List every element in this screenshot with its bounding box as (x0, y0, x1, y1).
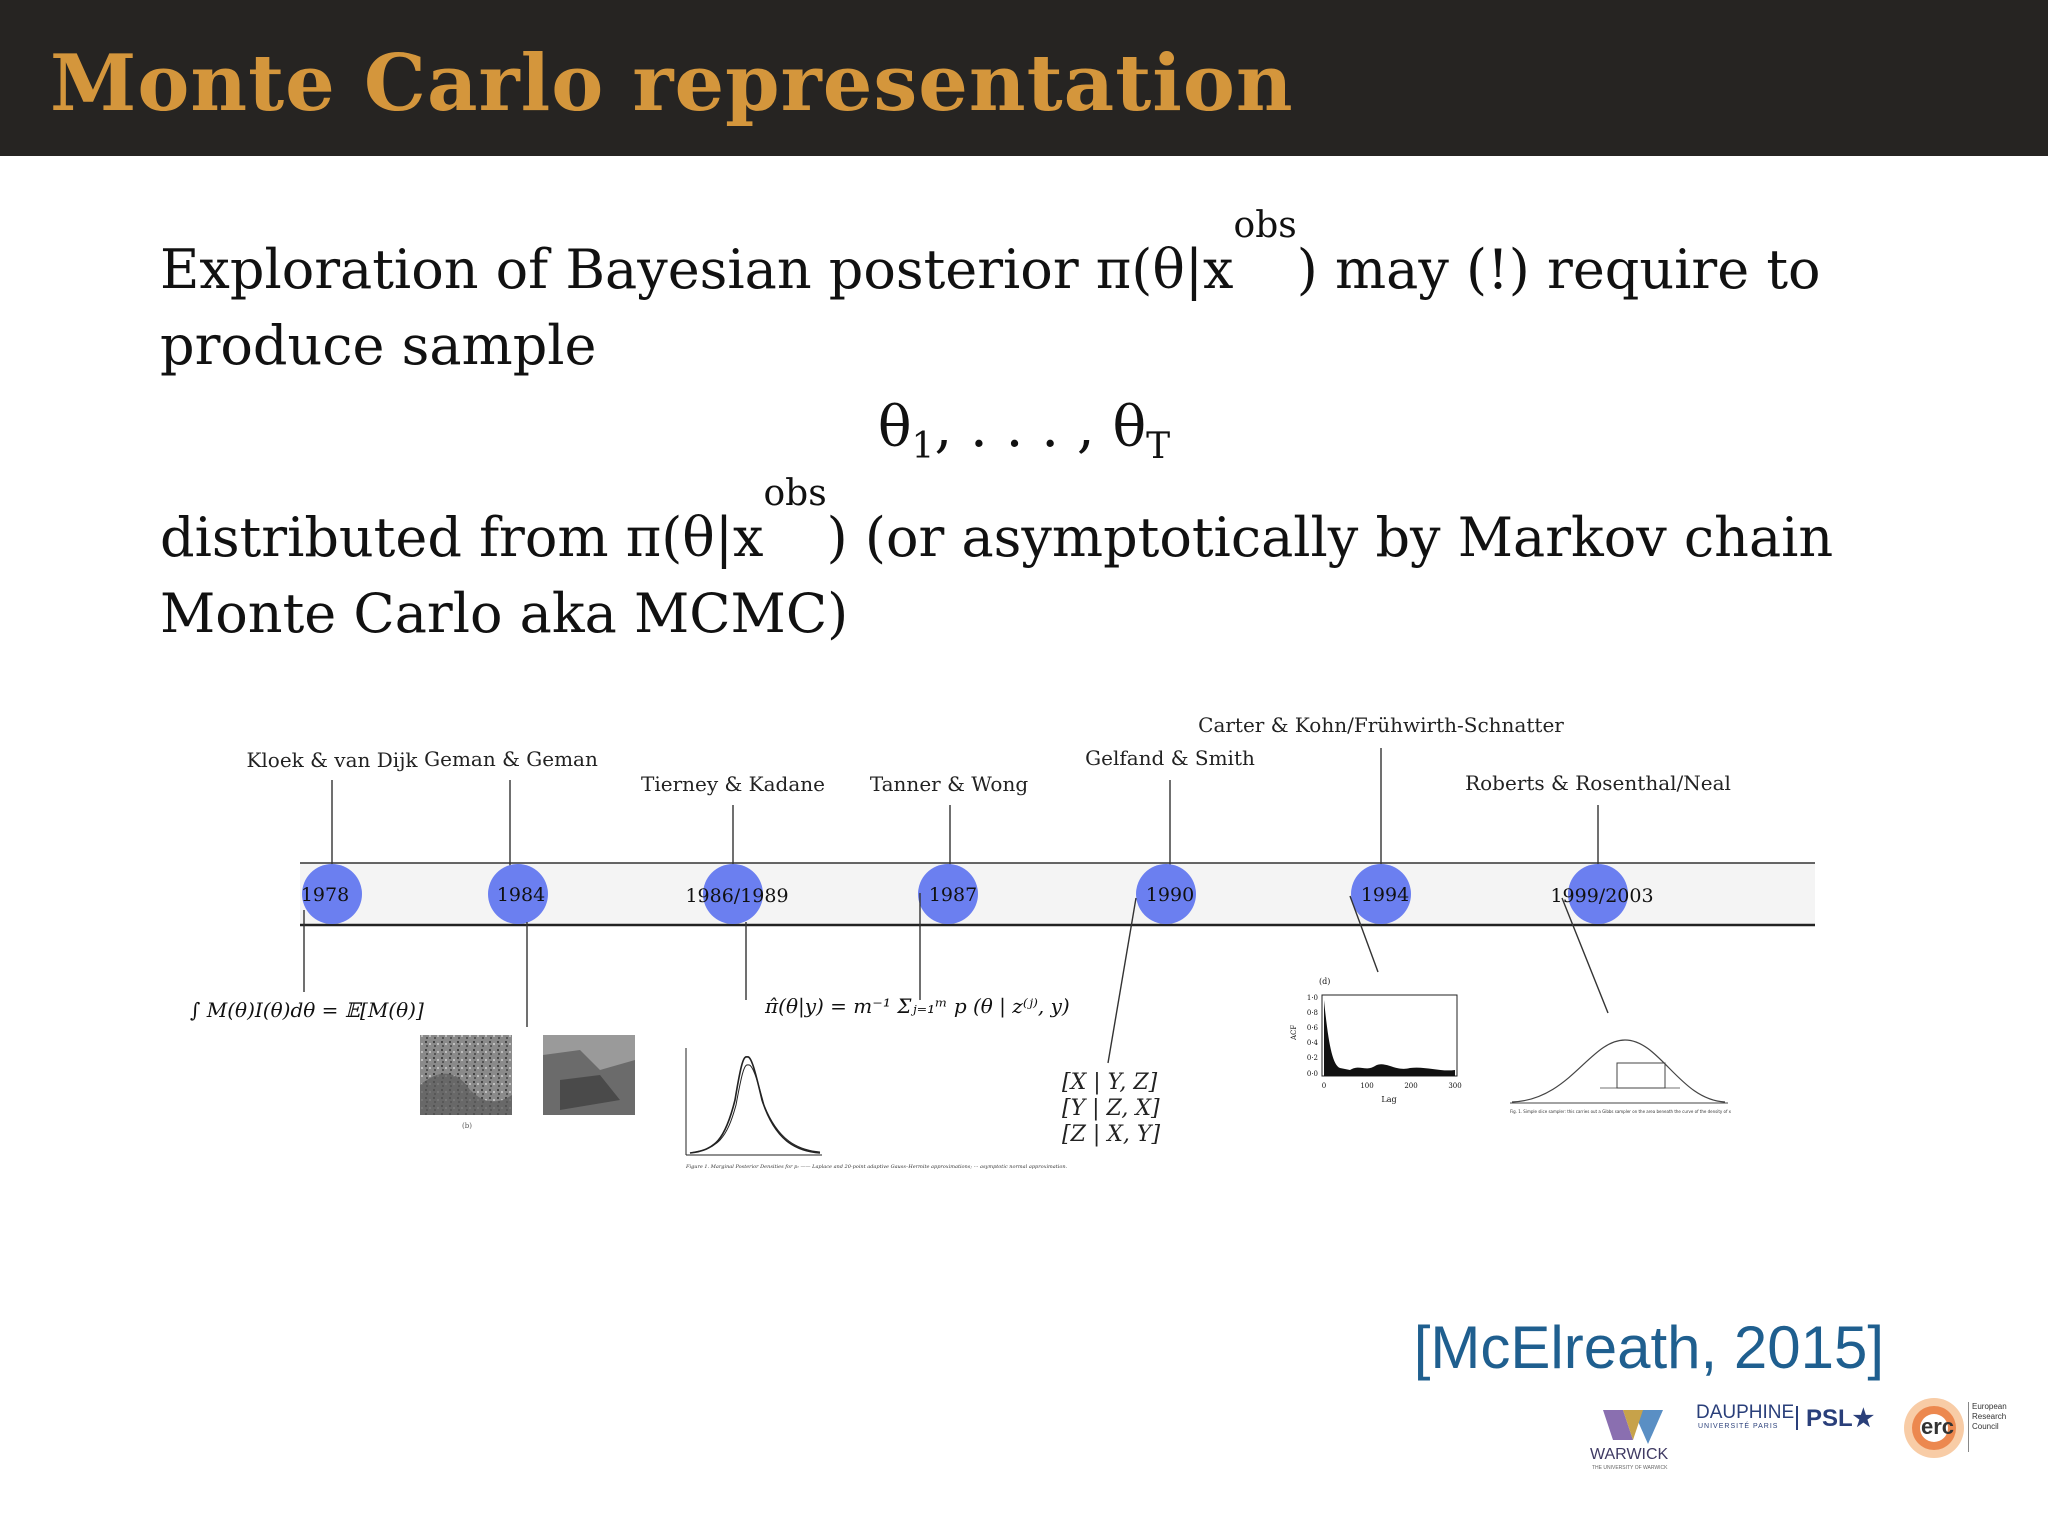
label-kloek-van-dijk: Kloek & van Dijk (246, 748, 418, 772)
thumb-caption-density: Figure 1. Marginal Posterior Densities f… (685, 1164, 1068, 1170)
slice-sampler-thumbnail: Fig. 1. Simple slice sampler: this carri… (1510, 1039, 1732, 1114)
dauphine-subtitle: UNIVERSITÉ PARIS (1698, 1423, 1779, 1430)
label-roberts-rosenthal-neal: Roberts & Rosenthal/Neal (1465, 771, 1731, 795)
acf-ytick: 0·0 (1307, 1070, 1318, 1078)
thumb-caption-b: (b) (462, 1122, 472, 1130)
warwick-subtitle: THE UNIVERSITY OF WARWICK (1592, 1465, 1668, 1471)
formula-data-augmentation: π̂(θ|y) = m⁻¹ Σⱼ₌₁ᵐ p (θ | z⁽ʲ⁾, y) (765, 994, 1070, 1018)
erc-starburst-icon (1904, 1398, 1964, 1458)
node-1978 (302, 864, 362, 924)
paragraph-posterior: Exploration of Bayesian posterior π(θ|xo… (160, 208, 1880, 384)
node-1984 (488, 864, 548, 924)
warwick-emblem-icon (1603, 1410, 1663, 1444)
title-bar: Monte Carlo representation (0, 0, 2048, 156)
year-1978: 1978 (301, 884, 349, 906)
acf-ytick: 0·8 (1307, 1009, 1318, 1017)
year-1987: 1987 (929, 884, 977, 906)
erc-line: Research (1972, 1412, 2007, 1421)
erc-line: European (1972, 1402, 2007, 1411)
slide-title: Monte Carlo representation (50, 38, 1294, 129)
acf-ytick: 0·2 (1307, 1054, 1318, 1062)
lower-connectors (303, 893, 1609, 1064)
year-1990: 1990 (1146, 884, 1194, 906)
logo-divider (1796, 1406, 1798, 1430)
para2-text-b: ) (or asymptotically by Markov chain Mon… (160, 506, 1834, 645)
year-1994: 1994 (1361, 884, 1409, 906)
gibbs-conditionals: [X | Y, Z] [Y | Z, X] [Z | X, Y] (1062, 1070, 1160, 1148)
node-1986-1989 (703, 864, 763, 924)
para1-text-b: ) may (!) require to produce sample (160, 238, 1821, 377)
math-theta: θ (877, 395, 912, 460)
laplace-density-thumbnail: Figure 1. Marginal Posterior Densities f… (685, 1048, 1068, 1170)
acf-plot-thumbnail: (d) ACF Lag 1·0 0·8 0·6 0·4 0·2 0·0 0 10… (1290, 977, 1462, 1104)
para2-superscript: obs (763, 473, 827, 514)
dauphine-psl-logo: DAUPHINE UNIVERSITÉ PARIS PSL★ (1696, 1402, 1886, 1442)
warwick-logo: WARWICK THE UNIVERSITY OF WARWICK (1588, 1410, 1678, 1471)
acf-ytick: 1·0 (1307, 994, 1318, 1002)
sample-sequence-equation: θ1, . . . , θT (0, 395, 2048, 467)
erc-logo: erc European Research Council (1902, 1396, 2012, 1466)
year-1999-2003: 1999/2003 (1550, 885, 1653, 907)
erc-council-text: European Research Council (1972, 1402, 2007, 1432)
year-1984: 1984 (497, 884, 545, 906)
label-geman-geman: Geman & Geman (424, 747, 598, 771)
node-1999-2003 (1568, 864, 1628, 924)
acf-xlabel: Lag (1381, 1095, 1396, 1104)
paragraph-distributed: distributed from π(θ|xobs) (or asymptoti… (160, 476, 1880, 652)
timeline-nodes (302, 864, 1628, 924)
psl-wordmark: PSL★ (1806, 1405, 1875, 1432)
acf-ytick: 0·4 (1307, 1039, 1319, 1047)
acf-xtick: 200 (1404, 1082, 1417, 1090)
label-tierney-kadane: Tierney & Kadane (641, 772, 825, 796)
erc-line: Council (1972, 1422, 1999, 1431)
para1-text-a: Exploration of Bayesian posterior π(θ|x (160, 238, 1234, 301)
citation: [McElreath, 2015] (1413, 1314, 1884, 1381)
math-middle: , . . . , θ (934, 395, 1147, 460)
acf-panel-label: (d) (1319, 977, 1330, 986)
acf-xtick: 0 (1322, 1082, 1326, 1090)
erc-wordmark: erc (1921, 1414, 1955, 1439)
math-sub-T: T (1146, 426, 1171, 467)
label-carter-kohn: Carter & Kohn/Frühwirth-Schnatter (1198, 713, 1564, 737)
label-tanner-wong: Tanner & Wong (870, 772, 1029, 796)
conditional-x: [X | Y, Z] (1062, 1070, 1158, 1095)
erc-divider (1968, 1402, 1969, 1452)
upper-connectors (331, 748, 1599, 868)
timeline-band (300, 863, 1815, 925)
node-1994 (1351, 864, 1411, 924)
math-sub-1: 1 (911, 426, 935, 467)
acf-xtick: 100 (1360, 1082, 1373, 1090)
year-1986-1989: 1986/1989 (685, 885, 788, 907)
label-gelfand-smith: Gelfand & Smith (1085, 746, 1255, 770)
thumb-caption-slice: Fig. 1. Simple slice sampler: this carri… (1510, 1109, 1732, 1114)
para1-superscript: obs (1233, 205, 1297, 246)
formula-importance-sampling: ∫ M(θ)I(θ)dθ = 𝔼[M(θ)] (190, 998, 424, 1022)
conditional-y: [Y | Z, X] (1062, 1096, 1160, 1121)
acf-xtick: 300 (1448, 1082, 1461, 1090)
acf-ytick: 0·6 (1307, 1024, 1319, 1032)
geman-image-thumbnails: (b) (420, 1035, 635, 1130)
dauphine-wordmark: DAUPHINE (1696, 1402, 1795, 1423)
conditional-z: [Z | X, Y] (1062, 1122, 1161, 1147)
node-1990 (1136, 864, 1196, 924)
node-1987 (918, 864, 978, 924)
warwick-wordmark: WARWICK (1590, 1446, 1669, 1463)
acf-ylabel: ACF (1290, 1025, 1298, 1041)
para2-text-a: distributed from π(θ|x (160, 506, 764, 569)
